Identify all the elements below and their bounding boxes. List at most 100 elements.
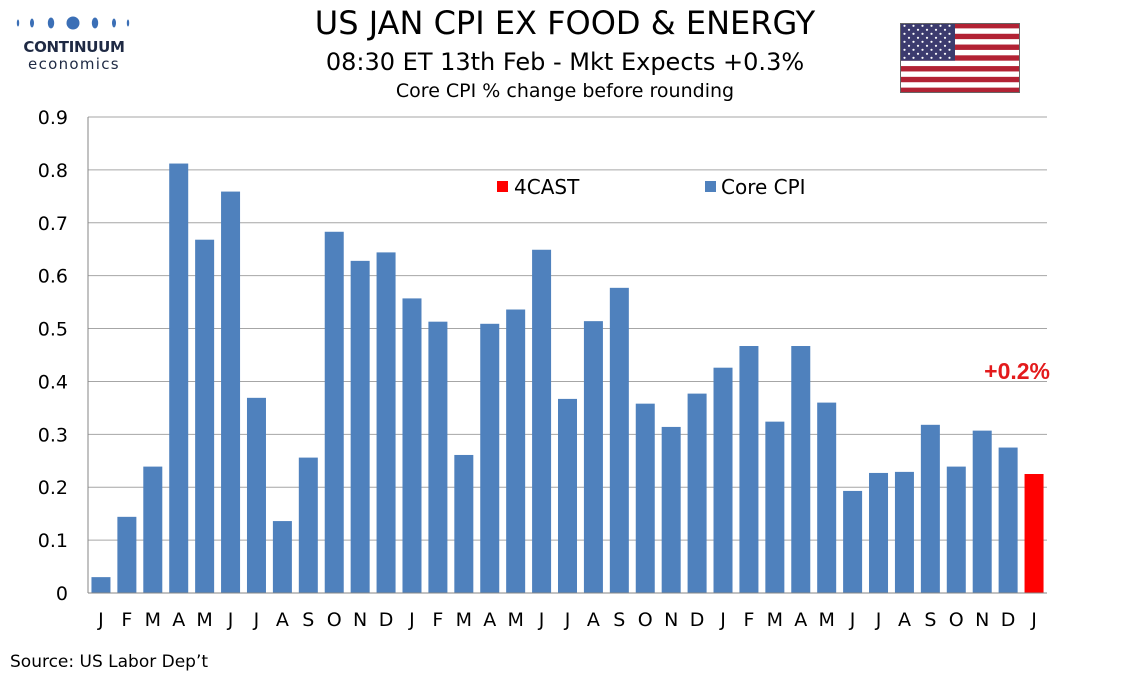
core-cpi-bar (246, 397, 266, 593)
core-cpi-bar (661, 426, 681, 593)
x-tick-label: A (483, 609, 496, 631)
y-tick-label: 0.4 (38, 371, 68, 393)
legend-label-4cast: 4CAST (514, 175, 580, 199)
x-tick-label: O (327, 609, 342, 631)
core-cpi-bar (817, 402, 837, 593)
y-tick-label: 0.3 (38, 424, 68, 446)
y-tick-label: 0.7 (38, 213, 68, 235)
core-cpi-bar (894, 471, 914, 593)
bars (91, 163, 1044, 594)
x-tick-label: F (432, 609, 443, 631)
axes (87, 117, 1047, 594)
core-cpi-bar (532, 249, 552, 594)
x-tick-label: A (172, 609, 185, 631)
legend-swatch-4cast (497, 181, 508, 192)
core-cpi-bar (920, 424, 940, 593)
core-cpi-bar (298, 457, 318, 593)
core-cpi-bar (998, 447, 1018, 593)
x-tick-label: S (302, 609, 314, 631)
core-cpi-bar (739, 346, 759, 593)
logo-dots-icon (16, 16, 130, 30)
x-tick-label: F (121, 609, 132, 631)
x-tick-label: D (690, 609, 705, 631)
chart-note: Core CPI % change before rounding (395, 80, 735, 102)
core-cpi-bar (687, 393, 707, 593)
continuum-logo: CONTINUUM economics (14, 14, 134, 74)
us-flag-icon (900, 23, 1020, 93)
x-tick-label: M (145, 609, 161, 631)
x-tick-label: O (638, 609, 653, 631)
x-tick-label: J (719, 609, 726, 631)
core-cpi-bar (195, 239, 215, 594)
y-tick-label: 0.5 (38, 319, 68, 341)
x-tick-label: J (253, 609, 260, 631)
core-cpi-bar (843, 490, 863, 593)
source-note: Source: US Labor Dep’t (10, 652, 209, 672)
x-tick-label: S (924, 609, 936, 631)
core-cpi-bar (583, 321, 603, 593)
x-tick-label: A (898, 609, 911, 631)
x-tick-label: M (767, 609, 783, 631)
core-cpi-bar (428, 321, 448, 593)
x-tick-label: J (564, 609, 571, 631)
x-tick-label: A (587, 609, 600, 631)
x-tick-label: J (97, 609, 104, 631)
core-cpi-bar (143, 466, 163, 593)
x-tick-label: D (1001, 609, 1016, 631)
x-tick-label: J (849, 609, 856, 631)
x-tick-label: J (1030, 609, 1037, 631)
core-cpi-bar (506, 309, 526, 593)
legend-swatch-core-cpi (705, 181, 716, 192)
core-cpi-bar (169, 163, 189, 593)
legend: 4CAST Core CPI (497, 175, 806, 199)
x-tick-label: M (456, 609, 472, 631)
x-tick-label: O (949, 609, 964, 631)
x-tick-label: A (276, 609, 289, 631)
y-tick-label: 0.9 (38, 107, 68, 129)
core-cpi-bar (91, 577, 111, 593)
core-cpi-bar (635, 403, 655, 593)
forecast-annotation: +0.2% (984, 358, 1050, 384)
x-tick-label: D (379, 609, 394, 631)
forecast-bar (1024, 474, 1044, 593)
y-tick-label: 0.2 (38, 477, 68, 499)
x-tick-label: N (353, 609, 367, 631)
core-cpi-bar (324, 231, 344, 593)
x-tick-label: M (196, 609, 212, 631)
chart-subtitle: 08:30 ET 13th Feb - Mkt Expects +0.3% (325, 48, 805, 76)
x-tick-label: M (818, 609, 834, 631)
core-cpi-bar (765, 421, 785, 593)
x-tick-label: J (538, 609, 545, 631)
x-tick-label: S (613, 609, 625, 631)
core-cpi-bar (454, 454, 474, 593)
legend-label-core-cpi: Core CPI (721, 175, 806, 199)
y-tick-label: 0.6 (38, 266, 68, 288)
core-cpi-bar (558, 398, 577, 593)
core-cpi-bar (946, 466, 966, 593)
x-tick-label: J (875, 609, 882, 631)
y-tick-label: 0 (56, 583, 68, 605)
y-tick-label: 0.8 (38, 160, 68, 182)
logo-tagline: economics (28, 55, 120, 73)
x-tick-label: J (227, 609, 234, 631)
core-cpi-bar (117, 516, 137, 593)
core-cpi-bar (609, 287, 629, 593)
core-cpi-bar (869, 472, 889, 593)
x-tick-label: J (408, 609, 415, 631)
x-tick-label: A (794, 609, 807, 631)
core-cpi-bar (402, 298, 422, 593)
core-cpi-bar (350, 260, 370, 593)
core-cpi-bar (376, 252, 396, 593)
logo-name: CONTINUUM (23, 38, 125, 56)
x-tick-label: M (507, 609, 523, 631)
core-cpi-bar (272, 521, 292, 593)
y-tick-labels: 0 0.1 0.2 0.3 0.4 0.5 0.6 0.7 0.8 0.9 (38, 107, 68, 605)
core-cpi-bar (791, 346, 811, 593)
y-tick-label: 0.1 (38, 530, 68, 552)
core-cpi-bar (221, 191, 241, 593)
x-tick-label: N (975, 609, 989, 631)
core-cpi-bar (972, 430, 992, 593)
chart-title: US JAN CPI EX FOOD & ENERGY (314, 4, 816, 42)
